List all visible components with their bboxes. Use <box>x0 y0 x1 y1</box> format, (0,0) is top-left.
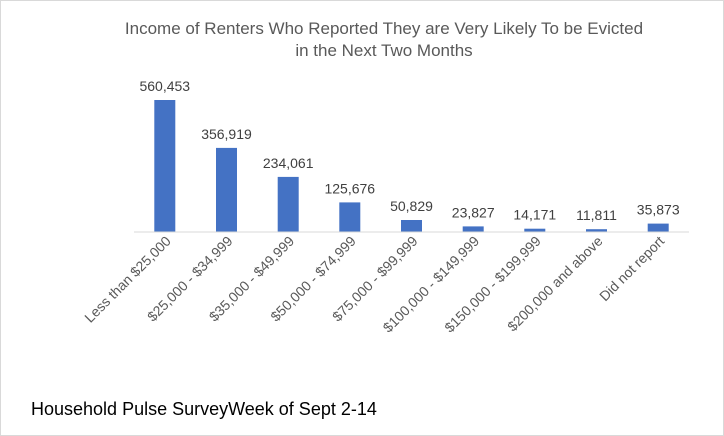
data-label-6: 14,171 <box>513 207 556 223</box>
x-tick-labels: Less than $25,000$25,000 - $34,999$35,00… <box>81 233 667 336</box>
data-label-2: 234,061 <box>263 155 314 171</box>
x-tick-label-8: Did not report <box>596 233 667 304</box>
footnote: Household Pulse SurveyWeek of Sept 2-14 <box>31 399 377 419</box>
bar-2 <box>277 176 299 232</box>
data-label-1: 356,919 <box>201 126 252 142</box>
chart-title-line-2: in the Next Two Months <box>295 41 472 60</box>
data-label-5: 23,827 <box>452 204 495 220</box>
data-labels: 560,453 356,919 234,061 125,676 50,829 23,827… <box>139 78 679 223</box>
data-label-7: 11,811 <box>576 207 617 223</box>
chart-title-line-1: Income of Renters Who Reported They are … <box>125 19 643 38</box>
bar-4 <box>401 220 422 232</box>
data-label-3: 125,676 <box>324 180 375 196</box>
data-label-4: 50,829 <box>390 198 433 214</box>
bar-8 <box>647 223 669 232</box>
data-label-0: 560,453 <box>139 78 190 94</box>
bar-0 <box>154 100 176 232</box>
bar-1 <box>216 147 237 232</box>
bar-6 <box>524 228 546 232</box>
bar-3 <box>339 202 361 232</box>
data-label-8: 35,873 <box>637 202 680 218</box>
bar-7 <box>586 229 607 232</box>
bar-5 <box>462 226 484 232</box>
bar-series <box>154 100 669 232</box>
